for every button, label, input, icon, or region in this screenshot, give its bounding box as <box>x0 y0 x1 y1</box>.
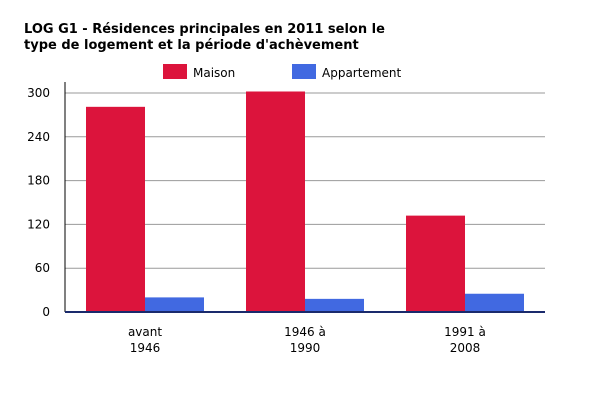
chart-title: LOG G1 - Résidences principales en 2011 … <box>24 22 444 54</box>
x-category-label-1: 1946 à 1990 <box>284 325 326 355</box>
x-category-label-2: 1991 à 2008 <box>444 325 486 355</box>
y-tick-label-180: 180 <box>27 174 50 188</box>
bar-appartement-2 <box>465 293 524 312</box>
legend: Maison Appartement <box>163 64 401 80</box>
bar-appartement-0 <box>145 297 204 312</box>
bar-appartement-1 <box>305 298 364 312</box>
y-tick-label-60: 60 <box>35 261 50 275</box>
bars <box>86 91 524 312</box>
legend-swatch-appartement <box>292 64 316 79</box>
x-category-label-0: avant 1946 <box>128 325 162 355</box>
bar-maison-0 <box>86 106 145 312</box>
y-tick-label-300: 300 <box>27 86 50 100</box>
legend-label-appartement: Appartement <box>322 66 401 80</box>
y-tick-label-240: 240 <box>27 130 50 144</box>
legend-swatch-maison <box>163 64 187 79</box>
y-axis-tick-labels: 0 60 120 180 240 300 <box>27 86 50 319</box>
legend-label-maison: Maison <box>193 66 235 80</box>
chart-title-line-2: type de logement et la période d'achèvem… <box>24 38 359 53</box>
axes <box>64 82 545 313</box>
y-tick-label-120: 120 <box>27 217 50 231</box>
bar-maison-1 <box>246 91 305 312</box>
bar-maison-2 <box>406 215 465 312</box>
x-axis-category-labels: avant 1946 1946 à 1990 1991 à 2008 <box>128 325 486 355</box>
y-tick-label-0: 0 <box>42 305 50 319</box>
chart-title-line-1: LOG G1 - Résidences principales en 2011 … <box>24 22 385 37</box>
